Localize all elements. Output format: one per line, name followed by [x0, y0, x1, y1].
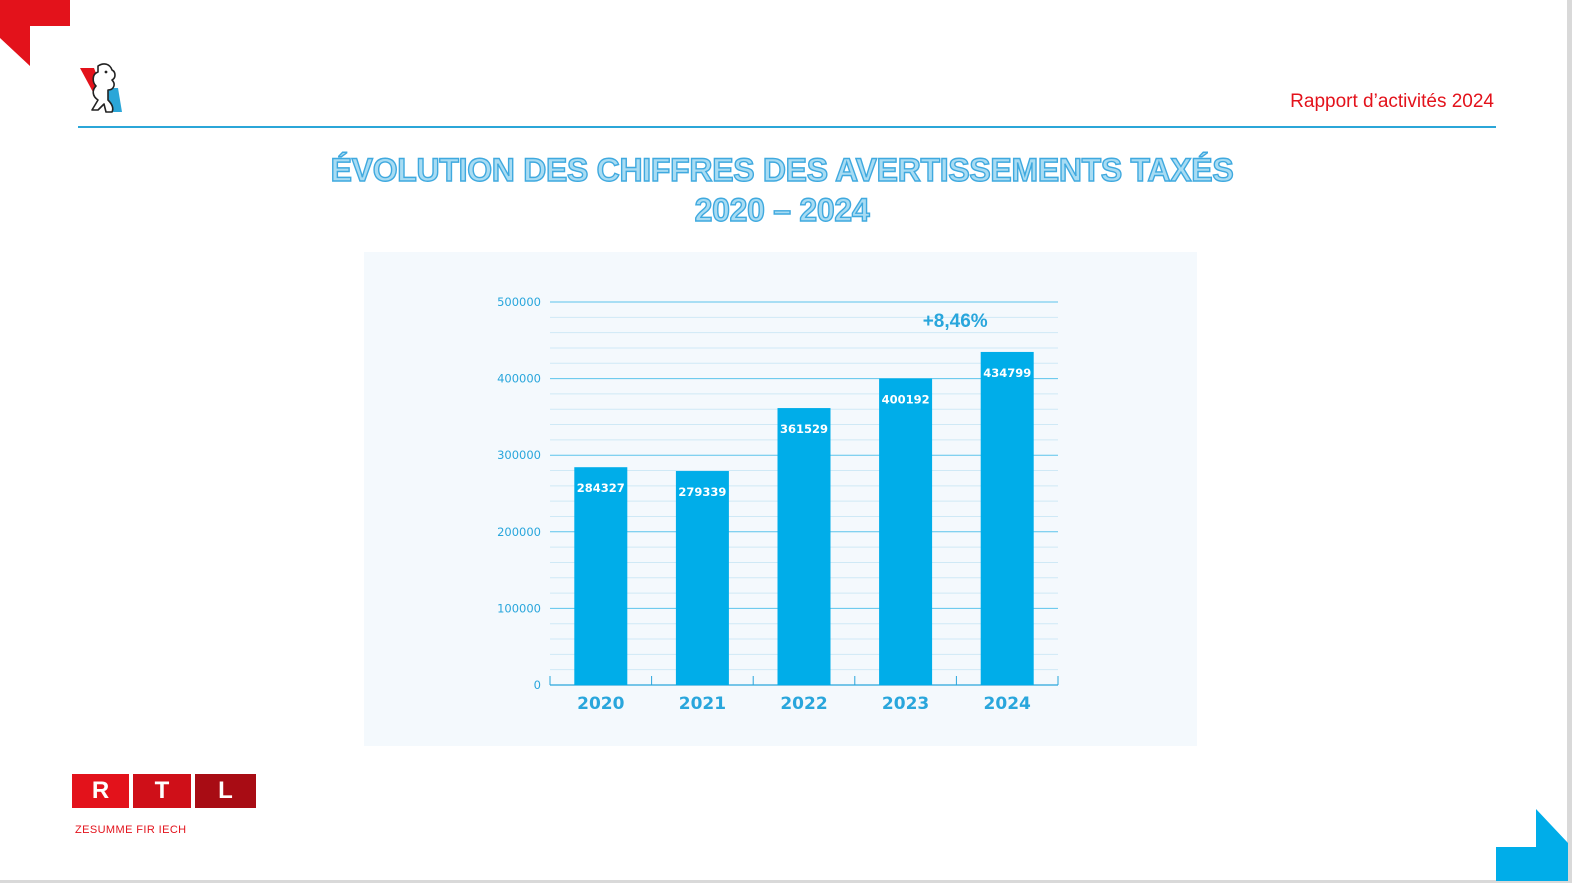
y-tick-label: 400000	[497, 372, 541, 386]
slide-title: ÉVOLUTION DES CHIFFRES DES AVERTISSEMENT…	[0, 150, 1564, 230]
bar-2021	[675, 471, 729, 685]
corner-triangle-blue	[1496, 809, 1568, 881]
rtl-logo: R T L	[72, 774, 260, 808]
bar-2023	[879, 378, 933, 685]
coat-of-arms-icon	[80, 63, 122, 113]
slide-title-line2: 2020 – 2024	[694, 191, 870, 228]
rtl-logo-t: T	[133, 774, 191, 808]
bar-value-label: 400192	[882, 392, 930, 406]
y-tick-label: 100000	[497, 601, 541, 615]
bar-2022	[777, 408, 831, 685]
growth-annotation: +8,46%	[923, 311, 988, 332]
x-category-label: 2020	[577, 694, 624, 714]
x-category-label: 2024	[984, 694, 1031, 714]
bar-2024	[980, 351, 1034, 685]
y-tick-label: 200000	[497, 525, 541, 539]
y-tick-label: 500000	[497, 295, 541, 309]
x-category-label: 2023	[882, 694, 929, 714]
bar-value-label: 434799	[983, 366, 1031, 380]
header-divider	[78, 126, 1496, 128]
report-title: Rapport d’activités 2024	[1290, 91, 1494, 112]
y-tick-label: 0	[534, 678, 541, 692]
slide-title-line1: ÉVOLUTION DES CHIFFRES DES AVERTISSEMENT…	[330, 151, 1234, 188]
y-tick-label: 300000	[497, 448, 541, 462]
rtl-slogan: ZESUMME FIR IECH	[75, 824, 187, 836]
x-category-label: 2022	[780, 694, 827, 714]
chart-panel: 0 100000 200000 300000 400000 500000 284327 202…	[364, 252, 1197, 746]
bar-value-label: 361529	[780, 422, 828, 436]
rtl-logo-l: L	[195, 774, 256, 808]
slide-bottom-edge	[0, 880, 1572, 883]
slide-right-edge	[1567, 0, 1572, 883]
corner-triangle-red	[0, 0, 70, 66]
bar-chart: 0 100000 200000 300000 400000 500000 284327 202…	[497, 295, 1059, 714]
x-category-label: 2021	[679, 694, 726, 714]
bar-value-label: 284327	[577, 481, 625, 495]
bar-2020	[574, 467, 628, 685]
bar-value-label: 279339	[678, 485, 726, 499]
rtl-logo-r: R	[72, 774, 129, 808]
